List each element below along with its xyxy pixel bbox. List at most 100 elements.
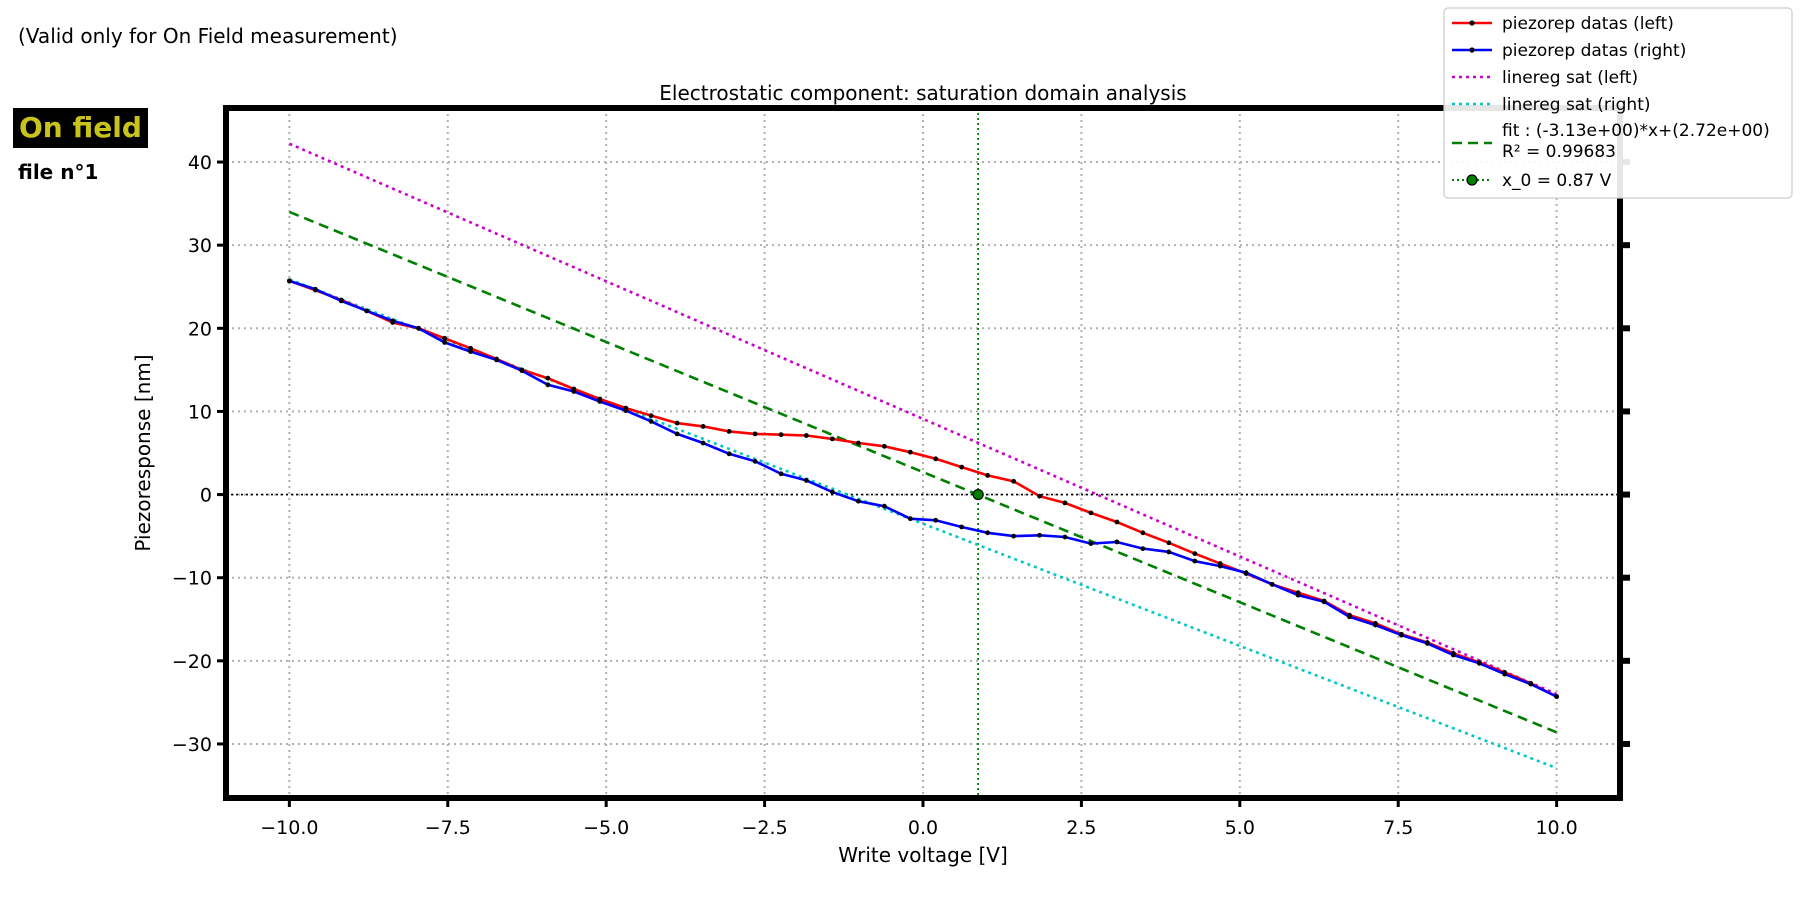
chart-title: Electrostatic component: saturation doma… [659,81,1186,105]
legend-marker [1469,20,1475,26]
data-point [338,298,344,304]
series-line-fit [288,210,1558,734]
data-point [881,503,887,509]
data-point [985,473,991,478]
file-label: file n°1 [18,160,99,184]
data-point [1166,549,1172,555]
data-point [648,419,654,424]
data-point [1062,534,1068,540]
y-tick-label: −20 [172,651,212,673]
data-point [1037,532,1042,538]
data-point [985,530,991,536]
data-point [286,278,292,284]
data-point [1347,614,1352,620]
x-axis-label: Write voltage [V] [838,843,1008,867]
legend-box [1443,7,1793,199]
data-point [778,471,784,477]
x-tick-label: −5.0 [583,817,629,839]
data-point [829,436,835,442]
data-point [674,431,680,437]
data-point [468,349,473,354]
data-point [855,498,861,504]
axis-ticks: −10.0 −7.5 −5.0 −2.5 0.0 2.5 5.0 7.5 10.0 −30 −20 −… [172,152,1630,839]
data-point [804,433,809,438]
data-point [907,516,913,522]
x-tick-label: 10.0 [1535,817,1577,839]
data-point [364,308,370,314]
data-point [1062,500,1068,506]
legend-label: piezorep datas (right) [1502,41,1686,61]
data-point [545,375,551,381]
data-point [1476,660,1482,666]
data-point [1269,581,1275,587]
data-point [1450,652,1456,658]
data-point [752,458,758,464]
y-tick-label: 10 [188,401,212,423]
data-point [1321,599,1327,605]
data-point [1011,478,1017,484]
data-point [1088,510,1094,516]
y-axis-label: Piezoresponse [nm] [131,354,155,551]
data-point [1217,563,1223,569]
x-tick-label: −7.5 [425,817,471,839]
data-point [1424,640,1430,646]
data-point [1528,681,1534,687]
data-point [468,345,473,351]
data-point [933,517,939,523]
data-point [855,440,861,446]
y-tick-label: 30 [188,235,212,257]
data-point [1011,533,1017,539]
data-point [519,368,525,374]
data-point [545,382,551,388]
data-point [1554,694,1560,699]
x-tick-label: 0.0 [908,817,938,839]
data-point [700,423,706,429]
series-line-right [289,279,1558,698]
data-point [1140,546,1146,552]
data-point [623,408,629,414]
data-point [726,428,732,434]
data-point [881,443,887,449]
legend-label: linereg sat (left) [1502,68,1638,88]
data-point [1373,622,1378,628]
data-point [907,449,913,455]
data-point [571,389,577,394]
data-point [804,478,809,483]
y-tick-label: 0 [200,485,212,507]
data-point [648,413,654,418]
y-tick-label: −30 [172,734,212,756]
data-point [933,456,939,462]
data-point [442,340,448,345]
legend-label: linereg sat (right) [1502,95,1651,115]
x-tick-label: −2.5 [742,817,788,839]
grid [226,108,1620,798]
data-point [674,420,680,426]
data-point [1166,540,1172,546]
legend-label: x_0 = 0.87 V [1502,171,1612,191]
data-point [597,399,603,404]
legend-marker [1466,174,1478,186]
data-point [1192,551,1198,556]
data-point [778,432,784,438]
data-point [1037,493,1042,499]
x-tick-label: 7.5 [1383,817,1413,839]
validity-note: (Valid only for On Field measurement) [18,24,398,48]
data-point [1398,632,1404,638]
series-layer [226,108,1620,798]
data-point [1114,539,1120,545]
x-tick-label: −10.0 [260,817,318,839]
legend: piezorep datas (left) piezorep datas (rig… [1443,7,1793,199]
y-tick-label: −10 [172,568,212,590]
data-point [726,451,732,457]
data-point [829,489,835,495]
x-tick-label: 2.5 [1066,817,1096,839]
mode-badge: On field [13,108,148,148]
data-point [1243,570,1249,576]
data-point [416,325,422,331]
legend-label: piezorep datas (left) [1502,14,1674,34]
legend-marker [1469,47,1475,53]
data-point [1192,558,1198,564]
y-tick-label: 40 [188,152,212,174]
legend-label: fit : (-3.13e+00)*x+(2.72e+00) [1502,121,1770,141]
data-point [390,318,396,324]
